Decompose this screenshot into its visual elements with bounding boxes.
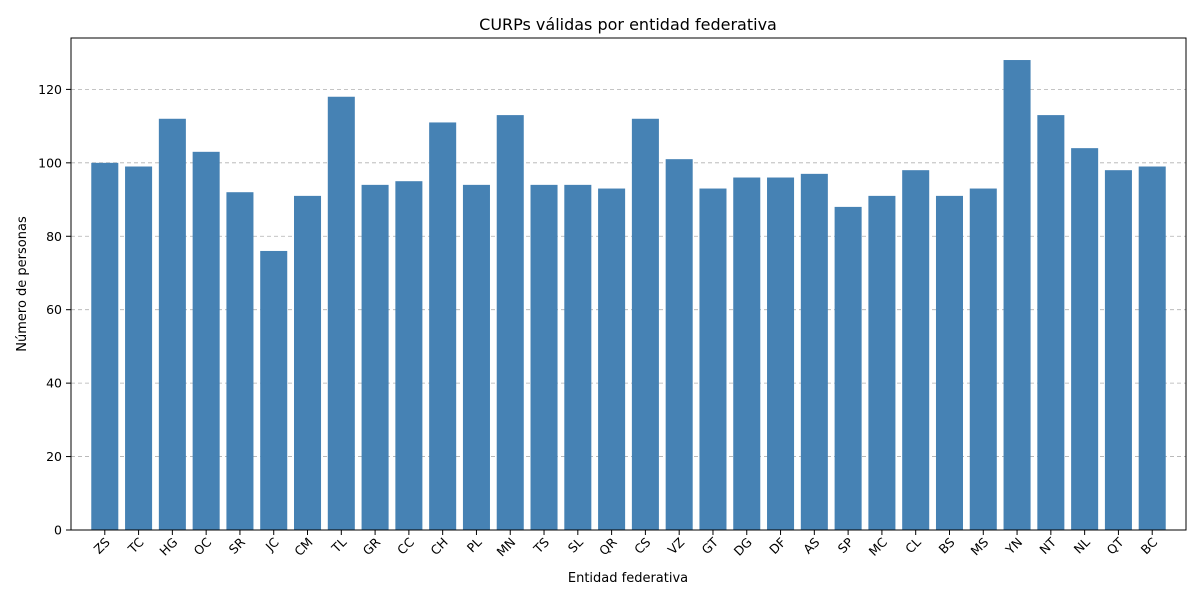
bar-as	[800, 173, 828, 530]
x-tick-label-nl: NL	[1071, 534, 1093, 556]
bar-df	[767, 177, 795, 530]
bar-oc	[192, 151, 220, 530]
y-axis-label: Número de personas	[15, 216, 30, 352]
x-tick-label-qr: QR	[596, 534, 620, 558]
x-tick-label-sp: SP	[835, 534, 857, 556]
bar-gr	[361, 184, 389, 531]
bar-sr	[226, 192, 254, 530]
bar-pl	[462, 184, 490, 531]
plot-frame	[70, 37, 1187, 531]
bar-sl	[564, 184, 592, 531]
bar-cl	[902, 170, 930, 530]
x-tick-label-dg: DG	[731, 535, 755, 559]
bar-bs	[935, 195, 963, 530]
bar-qt	[1104, 170, 1132, 530]
y-tick-label: 100	[38, 155, 62, 170]
y-tick-label: 120	[38, 82, 62, 97]
x-tick-label-qt: QT	[1104, 534, 1127, 557]
x-tick-label-gt: GT	[699, 534, 722, 557]
y-tick-label: 60	[46, 302, 62, 317]
x-tick-label-yn: YN	[1002, 535, 1025, 558]
bar-sp	[834, 206, 862, 531]
bar-dg	[733, 177, 761, 530]
bar-cm	[294, 195, 322, 530]
x-tick-label-cl: CL	[902, 534, 924, 556]
bars	[91, 60, 1166, 531]
bar-vz	[665, 159, 693, 530]
x-tick-label-ms: MS	[968, 534, 992, 558]
bar-tc	[125, 166, 153, 531]
bar-ts	[530, 184, 558, 531]
bar-tl	[327, 96, 355, 530]
bar-nt	[1037, 115, 1065, 530]
y-tick-label: 80	[46, 229, 62, 244]
bar-mn	[496, 115, 524, 530]
x-tick-label-mc: MC	[866, 534, 891, 559]
x-tick-label-as: AS	[800, 534, 822, 556]
x-tick-label-oc: OC	[191, 534, 215, 558]
y-axis: 0 20 40 60 80 100 120	[38, 82, 71, 538]
y-tick-label: 20	[46, 449, 62, 464]
bar-nl	[1071, 148, 1099, 531]
chart-title: CURPs válidas por entidad federativa	[479, 15, 777, 34]
x-tick-label-cm: CM	[291, 535, 315, 559]
x-tick-label-pl: PL	[464, 534, 485, 555]
y-tick-label: 0	[54, 523, 62, 538]
x-tick-label-ts: TS	[530, 534, 552, 556]
x-tick-label-mn: MN	[494, 535, 519, 560]
bar-zs	[91, 162, 119, 530]
x-tick-label-ch: CH	[427, 535, 450, 558]
x-tick-label-sl: SL	[565, 534, 586, 555]
bar-hg	[158, 118, 186, 530]
x-tick-label-bc: BC	[1138, 534, 1161, 557]
bar-yn	[1003, 60, 1031, 531]
bar-gt	[699, 188, 727, 531]
x-tick-label-cc: CC	[394, 534, 417, 557]
bar-ch	[429, 122, 457, 531]
x-tick-label-tl: TL	[328, 534, 350, 556]
x-axis-label: Entidad federativa	[568, 571, 688, 586]
x-tick-label-hg: HG	[156, 535, 180, 559]
bar-cc	[395, 181, 423, 530]
x-tick-label-cs: CS	[631, 534, 653, 556]
bar-qr	[598, 188, 626, 531]
bar-jc	[260, 250, 288, 530]
x-axis: ZS TC HG OC SR JC CM TL GR CC CH PL MN TS SL QR CS VZ GT DG…	[91, 530, 1161, 559]
x-tick-label-tc: TC	[124, 534, 147, 557]
x-tick-label-vz: VZ	[665, 535, 688, 558]
x-tick-label-nt: NT	[1036, 534, 1059, 557]
x-tick-label-df: DF	[766, 535, 789, 558]
bar-cs	[631, 118, 659, 530]
x-tick-label-sr: SR	[226, 534, 249, 557]
x-tick-label-zs: ZS	[91, 534, 113, 556]
bar-bc	[1138, 166, 1166, 531]
bar-ms	[969, 188, 997, 531]
x-tick-label-bs: BS	[935, 534, 957, 556]
y-tick-label: 40	[46, 376, 62, 391]
x-tick-label-gr: GR	[360, 534, 384, 558]
x-tick-label-jc: JC	[262, 534, 282, 554]
bar-mc	[868, 195, 896, 530]
grid-lines	[71, 89, 1186, 457]
